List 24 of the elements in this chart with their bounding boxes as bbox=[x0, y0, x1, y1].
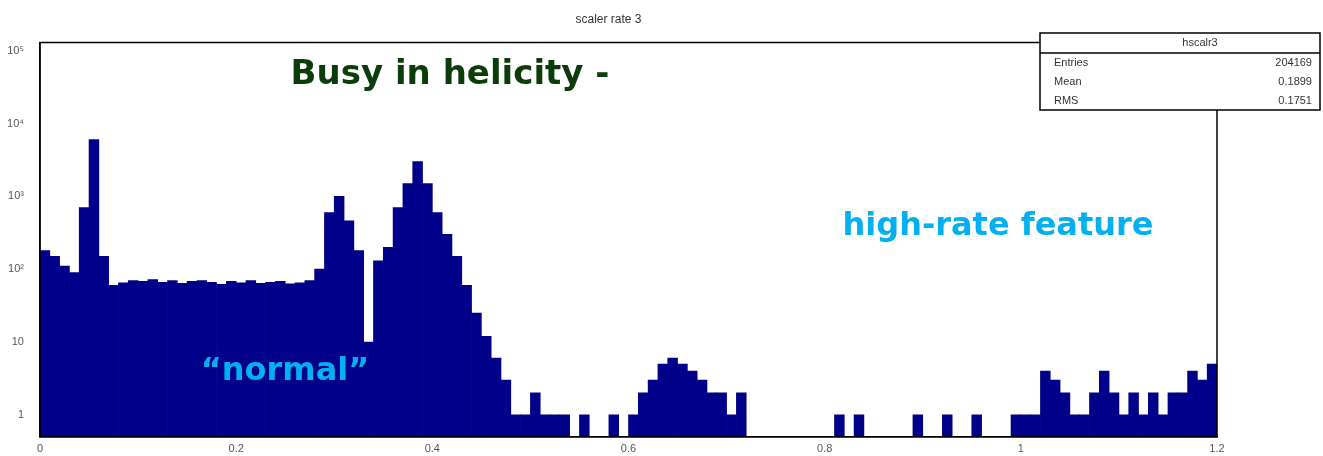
text: 0.1899 bbox=[1278, 75, 1312, 88]
x-tick-label: 1.2 bbox=[1209, 442, 1225, 455]
text: 0.1751 bbox=[1278, 94, 1312, 107]
annotation: RMS bbox=[1054, 94, 1079, 107]
y-tick-label: 10 bbox=[11, 335, 24, 348]
chart-title: scaler rate 3 bbox=[575, 11, 642, 26]
annotation: Mean bbox=[1054, 75, 1082, 88]
annotation: “normal” bbox=[200, 350, 370, 389]
annotation: high-rate feature bbox=[842, 205, 1154, 244]
text: 204169 bbox=[1275, 56, 1312, 69]
x-tick-label: 0.8 bbox=[817, 442, 833, 455]
annotation: hscalr3 bbox=[1182, 36, 1218, 49]
y-tick-label: 10⁴ bbox=[7, 116, 25, 129]
annotation: Busy in helicity - bbox=[290, 51, 610, 92]
x-tick-label: 0 bbox=[36, 442, 44, 455]
x-tick-label: 0.2 bbox=[228, 442, 244, 455]
x-tick-label: 0.6 bbox=[620, 442, 637, 455]
y-tick-label: 1 bbox=[17, 407, 24, 420]
y-tick-label: 10² bbox=[8, 262, 25, 275]
y-tick-label: 10³ bbox=[8, 189, 25, 202]
annotation: Entries bbox=[1054, 56, 1089, 69]
x-tick-label: 1 bbox=[1017, 442, 1024, 455]
y-tick-label: 10⁵ bbox=[7, 43, 24, 56]
x-tick-label: 0.4 bbox=[424, 442, 440, 455]
